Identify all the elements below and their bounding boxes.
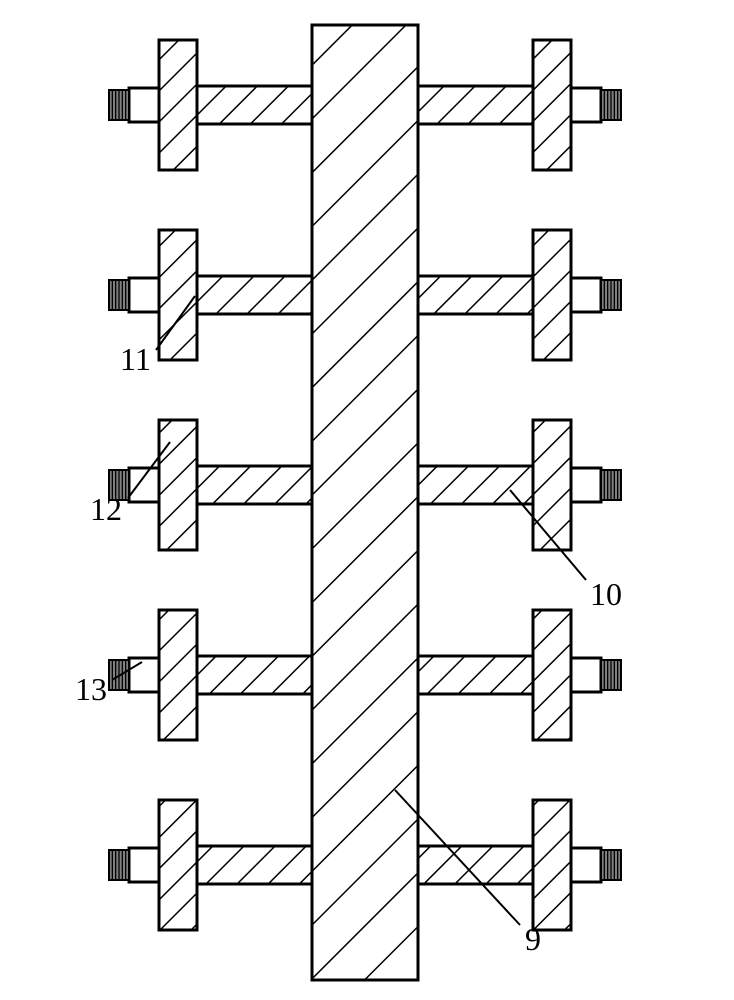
callout-label-9: 9 — [525, 921, 541, 957]
callout-label-12: 12 — [90, 491, 122, 527]
diagram-canvas: 11 12 10 13 9 — [0, 0, 734, 1000]
callout-label-10: 10 — [590, 576, 622, 612]
callout-label-11: 11 — [120, 341, 151, 377]
callout-label-13: 13 — [75, 671, 107, 707]
